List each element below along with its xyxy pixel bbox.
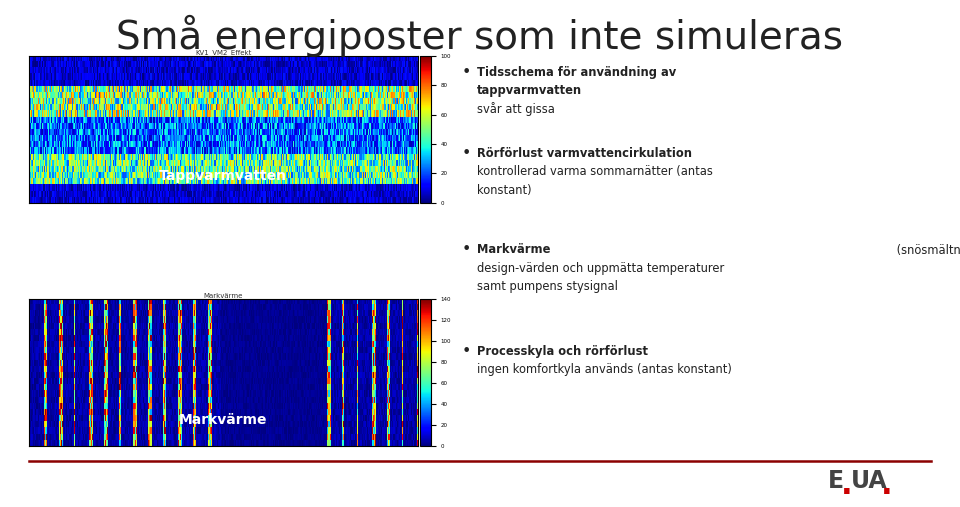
Text: •: • [462,242,471,258]
Text: (snösmältning) beräknas utifrån: (snösmältning) beräknas utifrån [893,243,960,258]
Text: E: E [828,468,844,493]
Title: KV1_VM2_Effekt: KV1_VM2_Effekt [195,49,252,56]
Text: Processkyla och rörförlust: Processkyla och rörförlust [477,345,648,358]
Text: ingen komfortkyla används (antas konstant): ingen komfortkyla används (antas konstan… [477,363,732,376]
Text: •: • [462,65,471,80]
Text: konstant): konstant) [477,184,532,197]
Text: •: • [462,344,471,359]
Text: Tidsschema för användning av: Tidsschema för användning av [477,66,677,79]
Text: Rörförlust varmvattencirkulation: Rörförlust varmvattencirkulation [477,147,692,160]
Text: UA: UA [851,468,887,493]
Text: Tappvarmvatten: Tappvarmvatten [159,169,287,184]
Text: kontrollerad varma sommarnätter (antas: kontrollerad varma sommarnätter (antas [477,165,713,178]
Text: .: . [841,471,852,500]
Text: svår att gissa: svår att gissa [477,102,555,117]
Text: .: . [881,471,893,500]
Text: tappvarmvatten: tappvarmvatten [477,84,583,97]
Title: Markvärme: Markvärme [204,293,243,299]
Text: samt pumpens stysignal: samt pumpens stysignal [477,280,618,293]
Text: Små energiposter som inte simuleras: Små energiposter som inte simuleras [116,15,844,57]
Text: Markvärme: Markvärme [179,413,268,427]
Text: Markvärme: Markvärme [477,243,550,257]
Text: •: • [462,146,471,161]
Text: design-värden och uppmätta temperaturer: design-värden och uppmätta temperaturer [477,262,725,275]
